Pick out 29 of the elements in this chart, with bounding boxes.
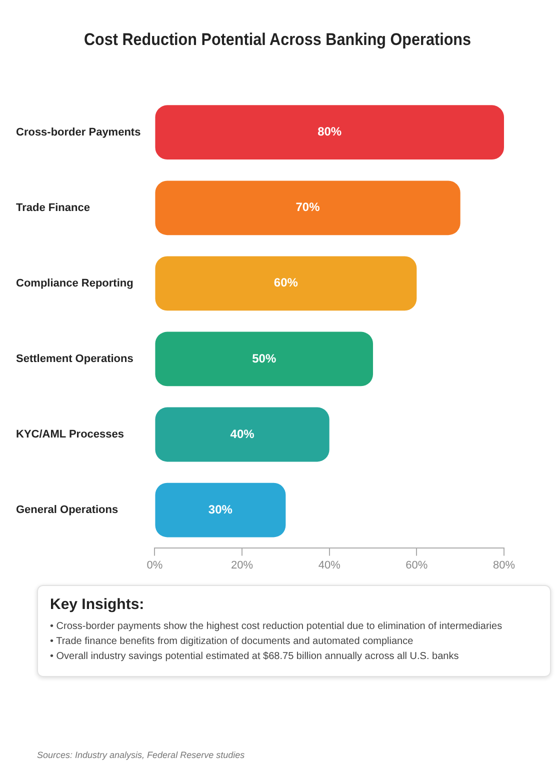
- source-note: Sources: Industry analysis, Federal Reserve studies: [37, 750, 245, 760]
- y-tick-label: Compliance Reporting: [16, 277, 134, 290]
- bar: [155, 256, 417, 311]
- data-label: 40%: [230, 426, 255, 441]
- data-label: 50%: [252, 351, 276, 366]
- bar: [155, 482, 286, 538]
- x-tick-label: 20%: [231, 559, 254, 572]
- text: • Cross-border payments show the highest cost reduction potential due to elimination of intermediaries: [50, 621, 504, 632]
- y-tick-label: General Operations: [16, 504, 118, 516]
- data-label: 60%: [274, 276, 298, 290]
- chart-title: Cost Reduction Potential Across Banking Operations: [82, 30, 472, 50]
- data-label: 70%: [296, 200, 320, 214]
- data-label: 80%: [318, 124, 342, 139]
- bar: [155, 407, 330, 462]
- x-tick-label: 80%: [492, 559, 516, 572]
- bar: [155, 180, 460, 236]
- bar: [155, 332, 374, 386]
- text: • Trade finance benefits from digitization of documents and automated compliance: [50, 636, 414, 647]
- text: • Overall industry savings potential estimated at $68.75 billion annually across all U.S. banks: [50, 651, 460, 662]
- x-tick-label: 40%: [318, 559, 341, 572]
- bar: [155, 105, 504, 160]
- x-tick-label: 0%: [146, 559, 163, 572]
- y-tick-label: Settlement Operations: [16, 353, 134, 365]
- x-tick-label: 60%: [406, 559, 428, 572]
- data-label: 30%: [208, 502, 233, 516]
- text: Key Insights:: [50, 596, 146, 613]
- y-tick-label: Cross-border Payments: [16, 126, 141, 138]
- y-tick-label: Trade Finance: [16, 202, 90, 214]
- y-tick-label: KYC/AML Processes: [16, 428, 124, 441]
